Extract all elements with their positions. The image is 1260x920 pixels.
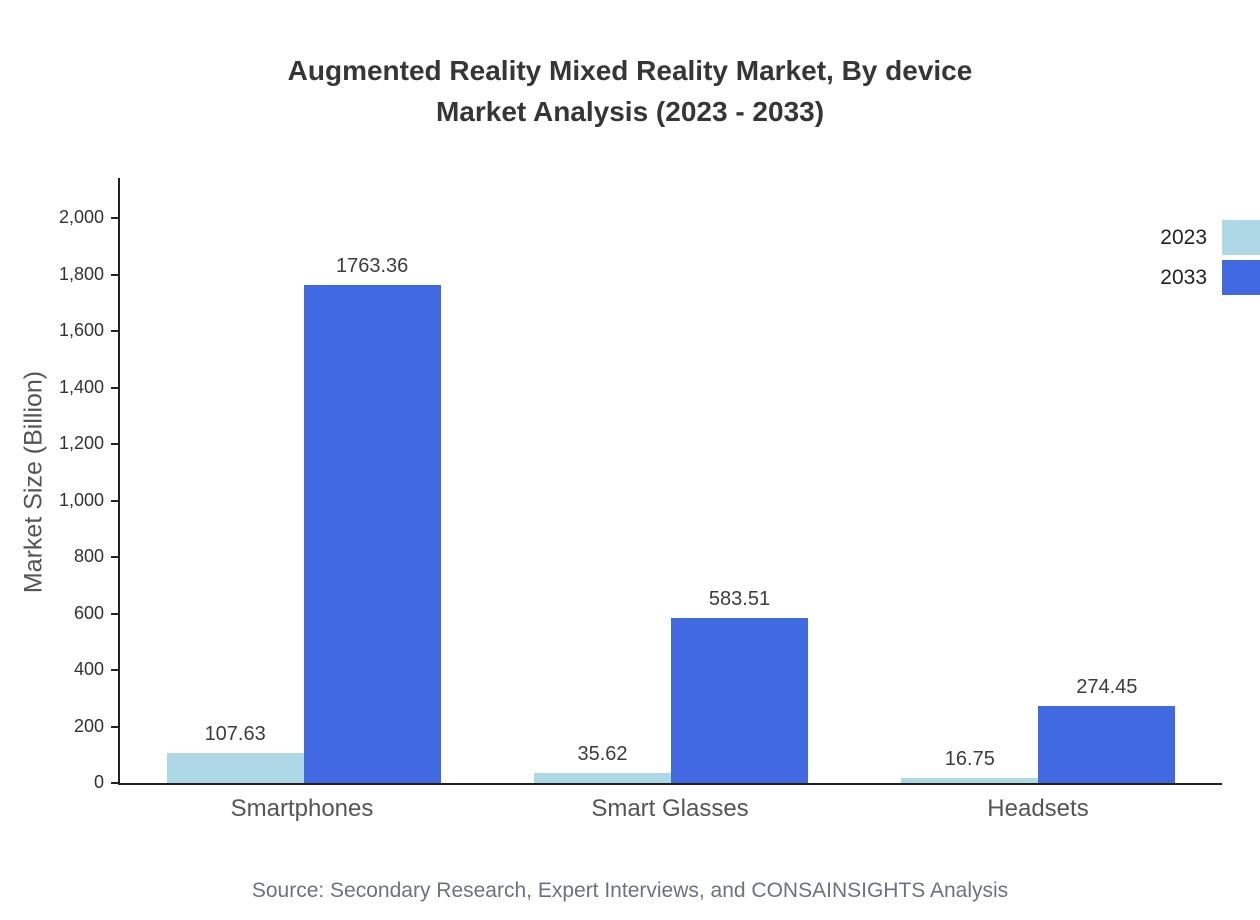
x-label-headsets: Headsets <box>987 795 1089 822</box>
bar-2023-smartphones <box>166 752 304 783</box>
bar-2033-headsets <box>1038 705 1176 783</box>
y-tick-label: 1,400 <box>58 376 104 397</box>
legend-label: 2023 <box>1160 225 1207 249</box>
bar-group-headsets: 16.75 274.45 <box>855 178 1222 783</box>
bar-value: 107.63 <box>204 722 266 745</box>
y-tick-mark <box>111 273 120 276</box>
bar-2023-headsets <box>901 778 1039 783</box>
y-tick-mark <box>111 499 120 502</box>
y-tick-label: 400 <box>73 659 104 679</box>
y-tick-label: 1,200 <box>58 433 104 453</box>
legend: 2023 2033 <box>1160 220 1260 295</box>
y-tick-label: 600 <box>73 602 104 623</box>
bar-col-2023-headsets: 16.75 <box>901 748 1039 783</box>
bar-value: 583.51 <box>708 588 771 611</box>
y-tick-mark <box>111 669 120 671</box>
y-tick-label: 1,600 <box>58 320 104 340</box>
y-axis-title: Market Size (Billion) <box>19 370 48 594</box>
bar-group-smart-glasses: 35.62 583.51 <box>487 178 854 783</box>
y-axis-ticks: 0 200 400 600 800 1,000 1,200 1,400 1,600 1,800 2,… <box>59 178 1222 792</box>
bar-pair: 35.62 583.51 <box>533 588 808 783</box>
y-tick-mark <box>111 556 120 558</box>
y-tick-mark <box>111 443 120 445</box>
bar-pair: 107.63 1763.36 <box>166 254 441 783</box>
legend-label: 2033 <box>1160 265 1207 289</box>
bar-col-2033-headsets: 274.45 <box>1038 675 1176 783</box>
chart-title-line-2: Market Analysis (2023 - 2033) <box>435 96 825 127</box>
y-tick-label: 200 <box>73 715 104 736</box>
bar-2033-smart-glasses <box>670 618 808 783</box>
bar-groups: 107.63 1763.36 35.62 583.51 16.75 274.45 <box>120 178 1222 783</box>
y-tick-mark <box>111 725 120 728</box>
bar-col-2023-smartphones: 107.63 <box>166 722 304 783</box>
y-tick-mark <box>111 612 120 615</box>
y-tick-label: 2,000 <box>58 207 104 227</box>
y-tick-label: 0 <box>93 772 104 792</box>
legend-item-2023: 2023 <box>1160 220 1260 255</box>
y-tick-label: 1,800 <box>58 263 104 284</box>
y-tick-mark <box>111 217 120 219</box>
bar-2023-smart-glasses <box>533 772 671 783</box>
y-tick-mark <box>111 782 120 784</box>
legend-item-2033: 2033 <box>1160 260 1260 295</box>
bar-value: 274.45 <box>1076 675 1138 698</box>
x-label-smartphones: Smartphones <box>230 795 374 822</box>
x-axis-labels: Smartphones Smart Glasses Headsets <box>118 795 1222 823</box>
chart-title-line-1: Augmented Reality Mixed Reality Market, … <box>287 55 973 86</box>
chart-title: Augmented Reality Mixed Reality Market, … <box>0 50 1260 132</box>
bar-value: 16.75 <box>944 748 995 771</box>
bar-value: 35.62 <box>577 742 628 765</box>
x-label-smart-glasses: Smart Glasses <box>591 795 749 822</box>
bar-value: 1763.36 <box>336 254 409 277</box>
bar-group-smartphones: 107.63 1763.36 <box>120 178 487 783</box>
legend-swatch-2033 <box>1222 260 1260 295</box>
y-tick-mark <box>111 386 120 389</box>
bar-col-2023-smart-glasses: 35.62 <box>533 742 671 783</box>
source-text: Source: Secondary Research, Expert Inter… <box>251 879 1009 902</box>
y-tick-label: 800 <box>73 546 104 566</box>
legend-swatch-2023 <box>1222 220 1260 255</box>
plot-area: 0 200 400 600 800 1,000 1,200 1,400 1,600 1,800 2,… <box>59 178 1222 792</box>
bar-col-2033-smart-glasses: 583.51 <box>670 588 808 783</box>
y-tick-label: 1,000 <box>58 489 104 510</box>
bar-2033-smartphones <box>303 284 441 783</box>
bar-pair: 16.75 274.45 <box>901 675 1176 783</box>
bar-col-2033-smartphones: 1763.36 <box>303 254 441 783</box>
y-tick-mark <box>111 330 120 332</box>
